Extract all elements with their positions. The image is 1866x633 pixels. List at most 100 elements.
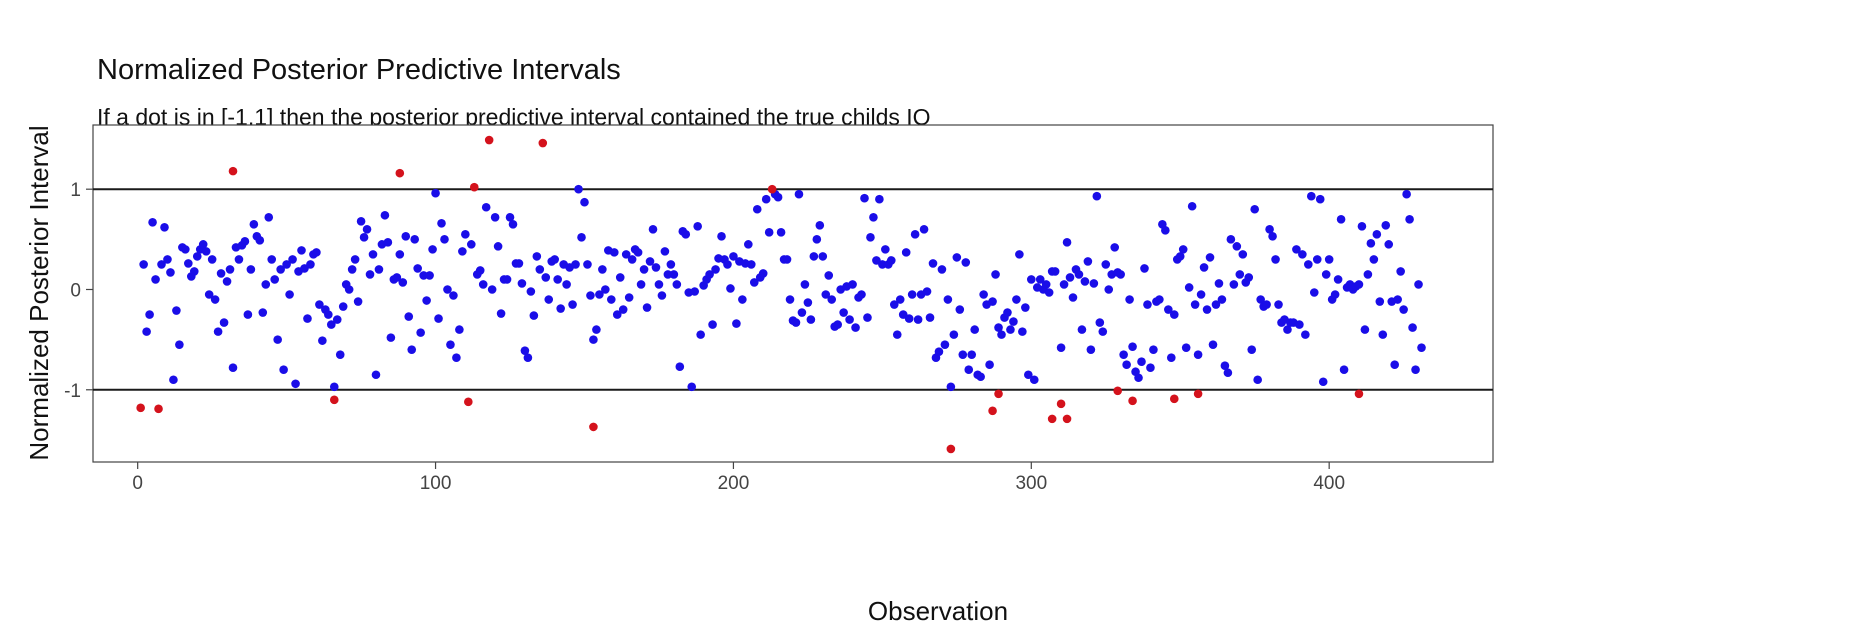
inside-point (991, 270, 1000, 279)
inside-point (681, 230, 691, 239)
outside-point (395, 168, 405, 178)
inside-point (413, 264, 422, 273)
inside-point (1256, 295, 1265, 304)
inside-point (809, 252, 819, 261)
inside-point (362, 225, 372, 234)
outside-point (1113, 386, 1122, 396)
inside-point (1312, 255, 1322, 264)
inside-point (1140, 264, 1149, 273)
inside-point (773, 192, 783, 202)
inside-point (1026, 275, 1036, 284)
inside-point (744, 240, 753, 249)
inside-point (1128, 342, 1137, 351)
inside-point (776, 228, 786, 237)
inside-point (347, 265, 357, 274)
inside-point (934, 347, 944, 356)
inside-point (1086, 345, 1096, 354)
inside-point (1181, 343, 1191, 352)
inside-point (562, 280, 571, 289)
inside-point (1244, 273, 1254, 282)
inside-point (886, 256, 896, 265)
inside-point (1262, 300, 1271, 309)
inside-point (383, 238, 393, 247)
inside-point (1369, 255, 1379, 264)
inside-point (1187, 201, 1197, 211)
inside-point (889, 300, 899, 309)
inside-point (761, 194, 771, 204)
inside-point (425, 271, 434, 280)
inside-point (928, 259, 938, 268)
inside-point (636, 280, 646, 289)
inside-point (306, 260, 315, 269)
inside-point (645, 257, 655, 266)
inside-point (1283, 325, 1292, 334)
inside-point (866, 233, 875, 242)
inside-point (1155, 295, 1164, 304)
inside-point (589, 335, 598, 344)
inside-point (758, 269, 768, 278)
inside-point (234, 255, 244, 264)
inside-point (335, 350, 345, 359)
inside-point (365, 270, 375, 279)
inside-point (979, 290, 988, 299)
inside-point (848, 280, 857, 289)
inside-point (1339, 365, 1349, 375)
inside-point (1164, 305, 1173, 314)
inside-point (845, 315, 854, 324)
inside-point (401, 232, 411, 241)
inside-point (904, 314, 914, 323)
outside-point (1354, 389, 1364, 399)
inside-point (863, 313, 872, 322)
inside-point (386, 333, 396, 342)
inside-point (1232, 242, 1242, 251)
inside-point (1211, 300, 1221, 309)
inside-point (455, 325, 464, 334)
inside-point (1235, 270, 1245, 279)
inside-point (833, 320, 842, 329)
inside-point (860, 193, 869, 203)
inside-point (1143, 300, 1152, 309)
inside-point (895, 295, 905, 304)
inside-point (505, 212, 515, 222)
inside-point (1080, 277, 1090, 286)
inside-point (1306, 191, 1316, 201)
inside-point (1205, 253, 1215, 262)
inside-point (261, 280, 271, 289)
inside-point (1315, 194, 1325, 204)
inside-point (204, 290, 214, 299)
inside-point (478, 280, 488, 289)
inside-point (1408, 323, 1417, 332)
inside-point (175, 340, 184, 349)
inside-point (332, 315, 342, 324)
inside-point (675, 362, 685, 372)
inside-point (1092, 191, 1102, 201)
inside-point (642, 303, 652, 312)
inside-point (1330, 290, 1340, 299)
x-axis-title: Observation (868, 596, 1008, 626)
inside-point (821, 290, 831, 299)
inside-point (145, 310, 154, 319)
inside-point (172, 306, 181, 315)
inside-point (1274, 300, 1283, 309)
outside-point (228, 166, 238, 176)
inside-point (1208, 340, 1218, 349)
inside-point (627, 255, 637, 264)
inside-point (1336, 214, 1346, 224)
inside-point (892, 330, 902, 339)
inside-point (1309, 288, 1319, 297)
inside-point (392, 273, 402, 282)
y-tick-label: 1 (70, 180, 81, 201)
inside-point (812, 235, 822, 244)
inside-point (606, 295, 616, 304)
inside-point (955, 305, 965, 314)
inside-point (356, 216, 366, 226)
inside-point (925, 313, 935, 322)
inside-point (723, 260, 732, 269)
inside-point (1056, 343, 1066, 352)
inside-point (785, 295, 795, 304)
outside-point (469, 182, 479, 192)
inside-point (1372, 230, 1382, 239)
inside-point (839, 308, 848, 317)
inside-point (1405, 214, 1414, 224)
